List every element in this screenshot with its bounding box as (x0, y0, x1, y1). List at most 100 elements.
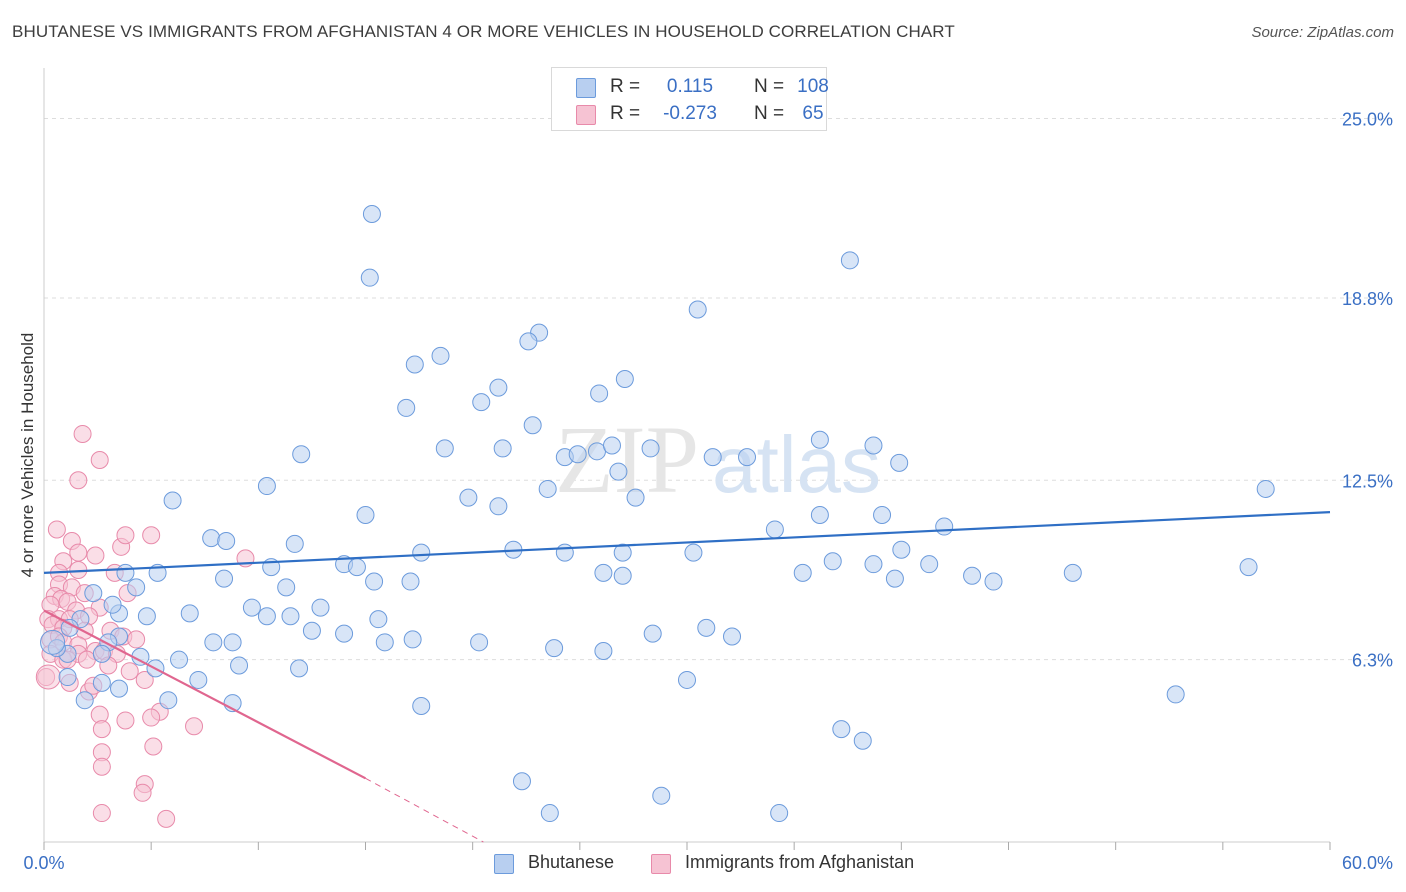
data-point-bhutanese (180, 604, 199, 623)
data-point-bhutanese (311, 598, 330, 617)
data-point-bhutanese (360, 268, 379, 287)
data-point-bhutanese (963, 566, 982, 585)
data-point-bhutanese (885, 569, 904, 588)
data-point-bhutanese (555, 543, 574, 562)
data-point-bhutanese (204, 633, 223, 652)
data-point-bhutanese (459, 488, 478, 507)
y-tick-label: 12.5% (1342, 471, 1393, 491)
data-point-afghanistan (116, 711, 135, 730)
legend-n-label: N = (754, 76, 785, 97)
data-point-bhutanese (643, 624, 662, 643)
data-point-bhutanese (412, 696, 431, 715)
data-point-bhutanese (594, 642, 613, 660)
correlation-legend: R = 0.115 N = 108 R = -0.273 N = 65 (551, 67, 829, 131)
data-point-bhutanese (489, 378, 508, 397)
legend-label-bhutanese: Bhutanese (528, 852, 615, 872)
data-point-bhutanese (472, 393, 491, 412)
source-label: Source: ZipAtlas.com (1251, 24, 1394, 41)
data-point-afghanistan (77, 650, 96, 669)
watermark-atlas: atlas (712, 420, 881, 509)
data-point-bhutanese (512, 772, 531, 791)
data-point-bhutanese (397, 398, 416, 417)
data-point-afghanistan (73, 424, 92, 443)
data-point-bhutanese (356, 505, 375, 524)
data-point-bhutanese (412, 543, 431, 562)
data-point-bhutanese (242, 598, 261, 617)
data-point-bhutanese (215, 569, 234, 588)
data-point-bhutanese (285, 534, 304, 553)
data-point-bhutanese (538, 479, 557, 498)
data-point-afghanistan (185, 717, 204, 736)
data-point-afghanistan (135, 670, 154, 689)
data-point-bhutanese (103, 595, 122, 614)
data-point-bhutanese (568, 445, 587, 464)
data-point-afghanistan (120, 662, 139, 681)
axes (43, 68, 1331, 850)
data-point-bhutanese (92, 673, 111, 692)
series-bhutanese-points (40, 205, 1275, 823)
data-point-bhutanese (853, 731, 872, 750)
data-point-bhutanese (723, 627, 742, 646)
tick-labels: 6.3% 12.5% 18.8% 25.0% 0.0% 60.0% (23, 110, 1393, 873)
data-point-bhutanese (613, 543, 632, 562)
data-point-bhutanese (58, 668, 77, 687)
data-point-afghanistan (69, 471, 88, 490)
data-point-bhutanese (613, 566, 632, 585)
trend-line-bhutanese (43, 510, 1331, 574)
data-point-bhutanese (793, 563, 812, 582)
legend-n-label: N = (754, 103, 785, 124)
trend-line-afghanistan (43, 609, 367, 780)
trend-line-afghanistan (365, 777, 484, 843)
data-point-bhutanese (615, 369, 634, 388)
data-point-bhutanese (594, 563, 613, 582)
data-point-bhutanese (602, 436, 621, 455)
data-point-bhutanese (823, 552, 842, 571)
data-point-afghanistan (92, 757, 111, 776)
data-point-afghanistan (142, 526, 161, 545)
data-point-bhutanese (892, 540, 911, 559)
data-point-bhutanese (1166, 685, 1185, 704)
data-point-bhutanese (523, 416, 542, 435)
data-point-bhutanese (470, 633, 489, 652)
data-point-bhutanese (127, 578, 146, 597)
data-point-bhutanese (202, 529, 221, 548)
data-point-bhutanese (840, 251, 859, 270)
data-point-bhutanese (493, 439, 512, 458)
y-tick-label: 18.8% (1342, 289, 1393, 309)
data-point-bhutanese (765, 520, 784, 539)
legend-swatch-afghanistan (576, 105, 596, 125)
data-point-afghanistan (92, 804, 111, 823)
data-point-bhutanese (335, 624, 354, 643)
data-point-bhutanese (403, 630, 422, 649)
data-point-bhutanese (545, 639, 564, 658)
legend-swatch-afghanistan (651, 854, 671, 874)
data-point-bhutanese (770, 804, 789, 823)
y-tick-label: 25.0% (1342, 110, 1393, 130)
data-point-afghanistan (69, 543, 88, 562)
data-point-bhutanese (365, 572, 384, 591)
data-point-bhutanese (519, 332, 538, 351)
data-point-bhutanese (257, 607, 276, 626)
y-axis-label: 4 or more Vehicles in Household (18, 332, 37, 578)
data-point-bhutanese (281, 607, 300, 626)
y-tick-label: 6.3% (1352, 651, 1393, 671)
data-point-bhutanese (1239, 558, 1258, 577)
data-point-afghanistan (92, 720, 111, 739)
data-point-bhutanese (873, 505, 892, 524)
data-point-bhutanese (362, 205, 381, 224)
series-legend: Bhutanese Immigrants from Afghanistan (0, 852, 1406, 878)
legend-n-value: 108 (797, 76, 829, 97)
legend-r-value: 0.115 (666, 76, 714, 97)
data-point-afghanistan (86, 546, 105, 565)
data-point-bhutanese (626, 488, 645, 507)
trend-lines (43, 510, 1331, 843)
data-point-bhutanese (1063, 563, 1082, 582)
data-point-bhutanese (489, 497, 508, 516)
data-point-bhutanese (688, 300, 707, 319)
legend-swatch-bhutanese (494, 854, 514, 874)
data-point-bhutanese (401, 572, 420, 591)
data-point-bhutanese (435, 439, 454, 458)
data-point-afghanistan (90, 451, 109, 469)
data-point-bhutanese (890, 453, 909, 472)
